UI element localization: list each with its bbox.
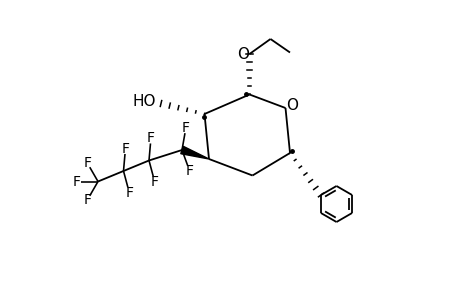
Text: F: F xyxy=(181,121,190,135)
Text: F: F xyxy=(83,156,91,170)
Text: O: O xyxy=(237,46,249,62)
Text: F: F xyxy=(83,193,91,207)
Text: F: F xyxy=(125,186,133,200)
Text: F: F xyxy=(121,142,129,156)
Text: F: F xyxy=(146,131,155,145)
Text: O: O xyxy=(285,98,297,112)
Polygon shape xyxy=(180,146,208,159)
Text: F: F xyxy=(72,175,80,188)
Text: HO: HO xyxy=(132,94,155,110)
Text: F: F xyxy=(185,164,193,178)
Text: F: F xyxy=(151,175,158,189)
